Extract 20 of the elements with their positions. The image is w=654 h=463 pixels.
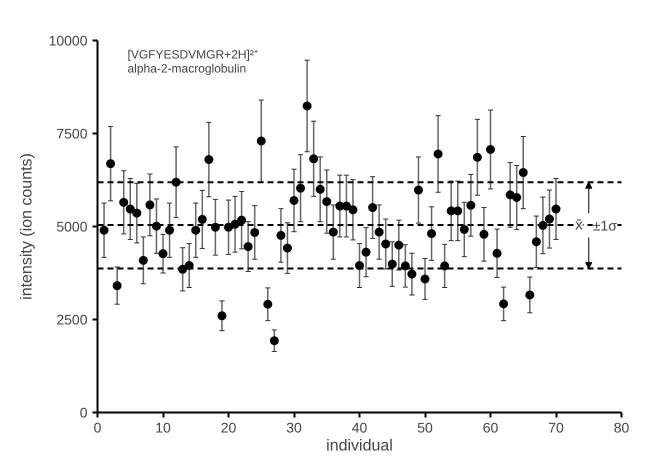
x-tick-label: 70 [548,420,564,436]
x-tick-label: 20 [220,420,236,436]
y-tick-label: 2500 [56,312,88,328]
y-tick-label: 7500 [56,126,88,142]
x-tick-label: 80 [614,420,630,436]
x-tick-label: 0 [94,420,102,436]
annotation: ±1σ [592,217,618,234]
x-tick-label: 60 [482,420,498,436]
x-tick-label: 30 [286,420,302,436]
y-axis-title: intensity (ion counts) [18,153,36,300]
text: alpha-2-macroglobulin [128,62,246,76]
y-tick-label: 5000 [56,218,88,234]
x-axis-title: individual [326,438,393,454]
y-tick-label: 0 [80,404,88,420]
x-tick-label: 10 [155,420,171,436]
ref-line-label: x̄ [575,216,584,234]
x-tick-label: 50 [417,420,433,436]
y-tick-label: 10000 [48,32,88,48]
x-tick-label: 40 [352,420,368,436]
text: [VGFYESDVMGR+2H]²⁺ [128,48,258,62]
